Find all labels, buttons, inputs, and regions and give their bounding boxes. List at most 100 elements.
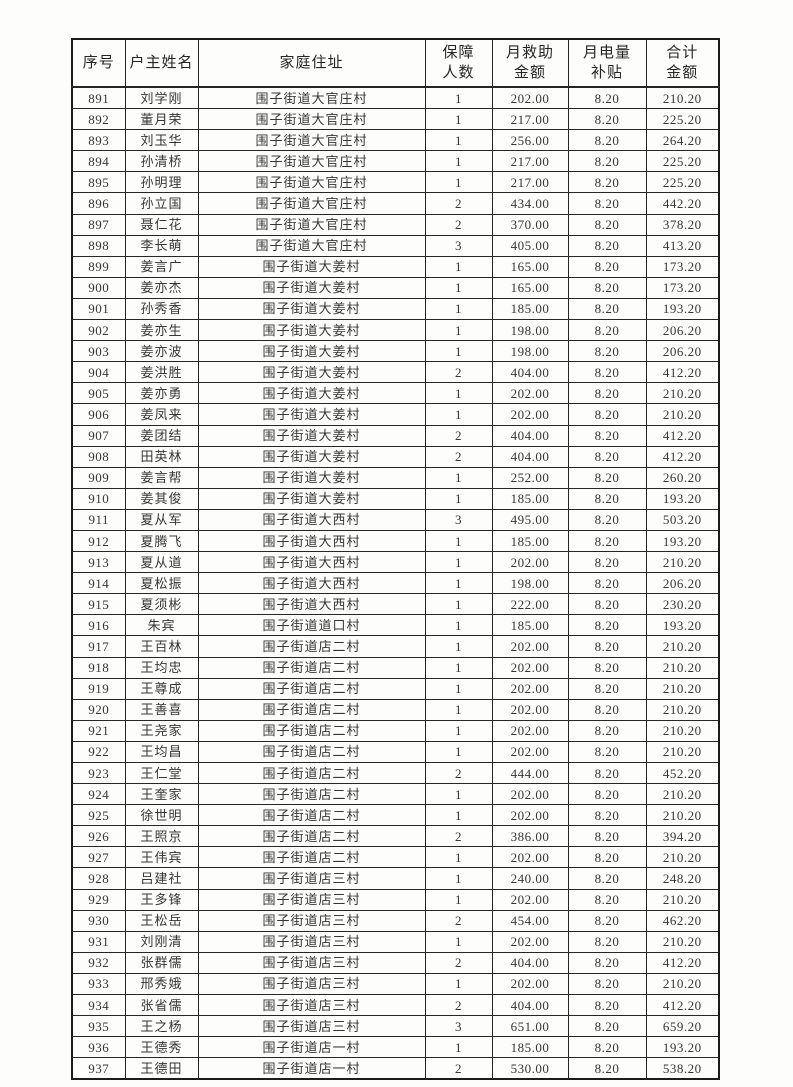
cell-total: 394.20 xyxy=(645,825,720,848)
table-row: 915 夏须彬 围子街道大西村 1 222.00 8.20 230.20 xyxy=(71,593,720,616)
cell-seq: 903 xyxy=(71,340,126,363)
cell-persons: 1 xyxy=(424,529,493,553)
cell-name: 邢秀娥 xyxy=(124,972,199,996)
cell-name: 张省儒 xyxy=(124,994,199,1017)
cell-address: 围子街道店三村 xyxy=(197,888,426,911)
cell-name: 姜其俊 xyxy=(124,487,199,510)
cell-address: 围子街道大姜村 xyxy=(197,487,426,510)
cell-electric: 8.20 xyxy=(567,340,647,363)
cell-seq: 894 xyxy=(71,150,126,173)
cell-seq: 911 xyxy=(71,508,126,531)
table-row: 924 王奎家 围子街道店二村 1 202.00 8.20 210.20 xyxy=(71,783,720,806)
cell-address: 围子街道道口村 xyxy=(197,614,426,637)
cell-name: 孙立国 xyxy=(124,192,199,215)
cell-electric: 8.20 xyxy=(567,445,647,468)
cell-address: 围子街道店三村 xyxy=(197,951,426,974)
cell-persons: 1 xyxy=(424,719,493,742)
cell-seq: 930 xyxy=(71,909,126,932)
table-row: 929 王多锋 围子街道店三村 1 202.00 8.20 210.20 xyxy=(71,888,720,911)
cell-electric: 8.20 xyxy=(567,698,647,721)
cell-aid: 202.00 xyxy=(491,86,569,110)
cell-total: 412.20 xyxy=(645,445,720,468)
cell-aid: 185.00 xyxy=(491,614,569,637)
cell-total: 210.20 xyxy=(645,403,720,426)
cell-seq: 914 xyxy=(71,572,126,595)
table-row: 893 刘玉华 围子街道大官庄村 1 256.00 8.20 264.20 xyxy=(71,129,720,152)
cell-aid: 444.00 xyxy=(491,761,569,785)
cell-electric: 8.20 xyxy=(567,972,647,996)
assistance-table: 序号 户主姓名 家庭住址 保障 人数 月救助 金额 月电量 补贴 合计 金额 891 刘学刚围… xyxy=(71,38,720,1081)
cell-total: 503.20 xyxy=(645,508,720,531)
table-row: 917 王百林 围子街道店二村 1 202.00 8.20 210.20 xyxy=(71,635,720,658)
cell-electric: 8.20 xyxy=(567,234,647,257)
cell-name: 徐世明 xyxy=(124,804,199,827)
cell-name: 夏从军 xyxy=(124,508,199,531)
cell-address: 围子街道店三村 xyxy=(197,1015,426,1038)
cell-address: 围子街道店二村 xyxy=(197,719,426,742)
cell-total: 210.20 xyxy=(645,972,720,996)
table-row: 934 张省儒 围子街道店三村 2 404.00 8.20 412.20 xyxy=(71,994,720,1017)
cell-address: 围子街道店二村 xyxy=(197,740,426,764)
cell-total: 442.20 xyxy=(645,192,720,215)
cell-seq: 920 xyxy=(71,698,126,721)
cell-name: 姜言帮 xyxy=(124,466,199,489)
cell-address: 围子街道店一村 xyxy=(197,1036,426,1059)
column-header-name: 户主姓名 xyxy=(124,38,199,88)
table-row: 891 刘学刚 围子街道大官庄村 1 202.00 8.20 210.20 xyxy=(71,86,720,110)
cell-name: 张群儒 xyxy=(124,951,199,974)
cell-electric: 8.20 xyxy=(567,994,647,1017)
cell-electric: 8.20 xyxy=(567,150,647,173)
cell-address: 围子街道大官庄村 xyxy=(197,171,426,194)
cell-electric: 8.20 xyxy=(567,508,647,531)
cell-aid: 202.00 xyxy=(491,930,569,953)
cell-seq: 896 xyxy=(71,192,126,215)
cell-total: 412.20 xyxy=(645,424,720,447)
cell-electric: 8.20 xyxy=(567,129,647,152)
cell-persons: 1 xyxy=(424,319,493,342)
cell-total: 538.20 xyxy=(645,1057,720,1080)
cell-electric: 8.20 xyxy=(567,614,647,637)
cell-aid: 217.00 xyxy=(491,108,569,131)
cell-persons: 1 xyxy=(424,276,493,299)
column-header-persons: 保障 人数 xyxy=(424,38,493,88)
column-header-total: 合计 金额 xyxy=(645,38,720,88)
cell-seq: 891 xyxy=(71,86,126,110)
cell-persons: 1 xyxy=(424,888,493,911)
cell-name: 王均昌 xyxy=(124,740,199,764)
cell-seq: 899 xyxy=(71,255,126,278)
column-header-seq: 序号 xyxy=(71,38,126,88)
cell-total: 412.20 xyxy=(645,361,720,384)
cell-name: 王之杨 xyxy=(124,1015,199,1038)
cell-aid: 165.00 xyxy=(491,255,569,278)
cell-aid: 386.00 xyxy=(491,825,569,848)
cell-total: 193.20 xyxy=(645,1036,720,1059)
table-row: 921 王尧家 围子街道店二村 1 202.00 8.20 210.20 xyxy=(71,719,720,742)
cell-address: 围子街道店一村 xyxy=(197,1057,426,1080)
cell-aid: 202.00 xyxy=(491,783,569,806)
cell-name: 王松岳 xyxy=(124,909,199,932)
cell-seq: 913 xyxy=(71,551,126,574)
cell-address: 围子街道店二村 xyxy=(197,677,426,700)
cell-aid: 404.00 xyxy=(491,424,569,447)
table-body: 891 刘学刚 围子街道大官庄村 1 202.00 8.20 210.20 892 董月荣 围子街… xyxy=(71,86,720,1080)
cell-aid: 256.00 xyxy=(491,129,569,152)
cell-persons: 1 xyxy=(424,930,493,953)
cell-electric: 8.20 xyxy=(567,108,647,131)
cell-electric: 8.20 xyxy=(567,1036,647,1059)
cell-persons: 1 xyxy=(424,614,493,637)
cell-electric: 8.20 xyxy=(567,593,647,616)
table-row: 907 姜团结 围子街道大姜村 2 404.00 8.20 412.20 xyxy=(71,424,720,447)
cell-total: 210.20 xyxy=(645,804,720,827)
cell-persons: 2 xyxy=(424,361,493,384)
cell-persons: 1 xyxy=(424,972,493,996)
cell-persons: 2 xyxy=(424,1057,493,1080)
cell-address: 围子街道大官庄村 xyxy=(197,108,426,131)
cell-aid: 202.00 xyxy=(491,551,569,574)
cell-electric: 8.20 xyxy=(567,382,647,405)
cell-aid: 240.00 xyxy=(491,867,569,890)
cell-seq: 917 xyxy=(71,635,126,658)
cell-address: 围子街道店二村 xyxy=(197,783,426,806)
cell-persons: 1 xyxy=(424,86,493,110)
cell-seq: 912 xyxy=(71,529,126,553)
